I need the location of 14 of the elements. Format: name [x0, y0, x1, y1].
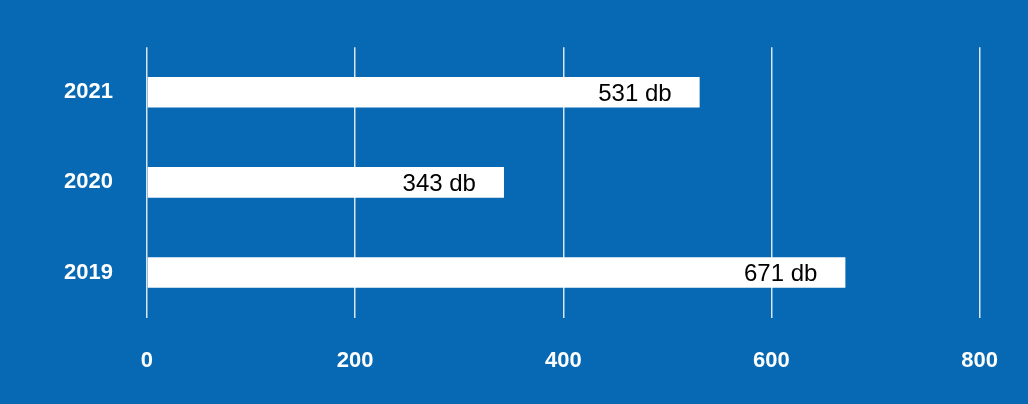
- data-label: 671 db: [743, 259, 818, 287]
- bar: [147, 76, 700, 108]
- y-tick-label: 2021: [63, 78, 113, 104]
- x-tick-label: 600: [753, 346, 790, 372]
- x-tick-label: 400: [544, 346, 582, 372]
- x-tick-label: 200: [336, 346, 374, 372]
- data-label: 343 db: [402, 169, 476, 197]
- bar: [147, 257, 846, 288]
- bar: [147, 167, 504, 198]
- y-tick-label: 2020: [63, 168, 113, 194]
- x-tick-label: 800: [961, 346, 999, 372]
- data-label: 531 db: [598, 78, 672, 106]
- x-tick-label: 0: [140, 346, 154, 372]
- y-tick-label: 2019: [63, 258, 113, 284]
